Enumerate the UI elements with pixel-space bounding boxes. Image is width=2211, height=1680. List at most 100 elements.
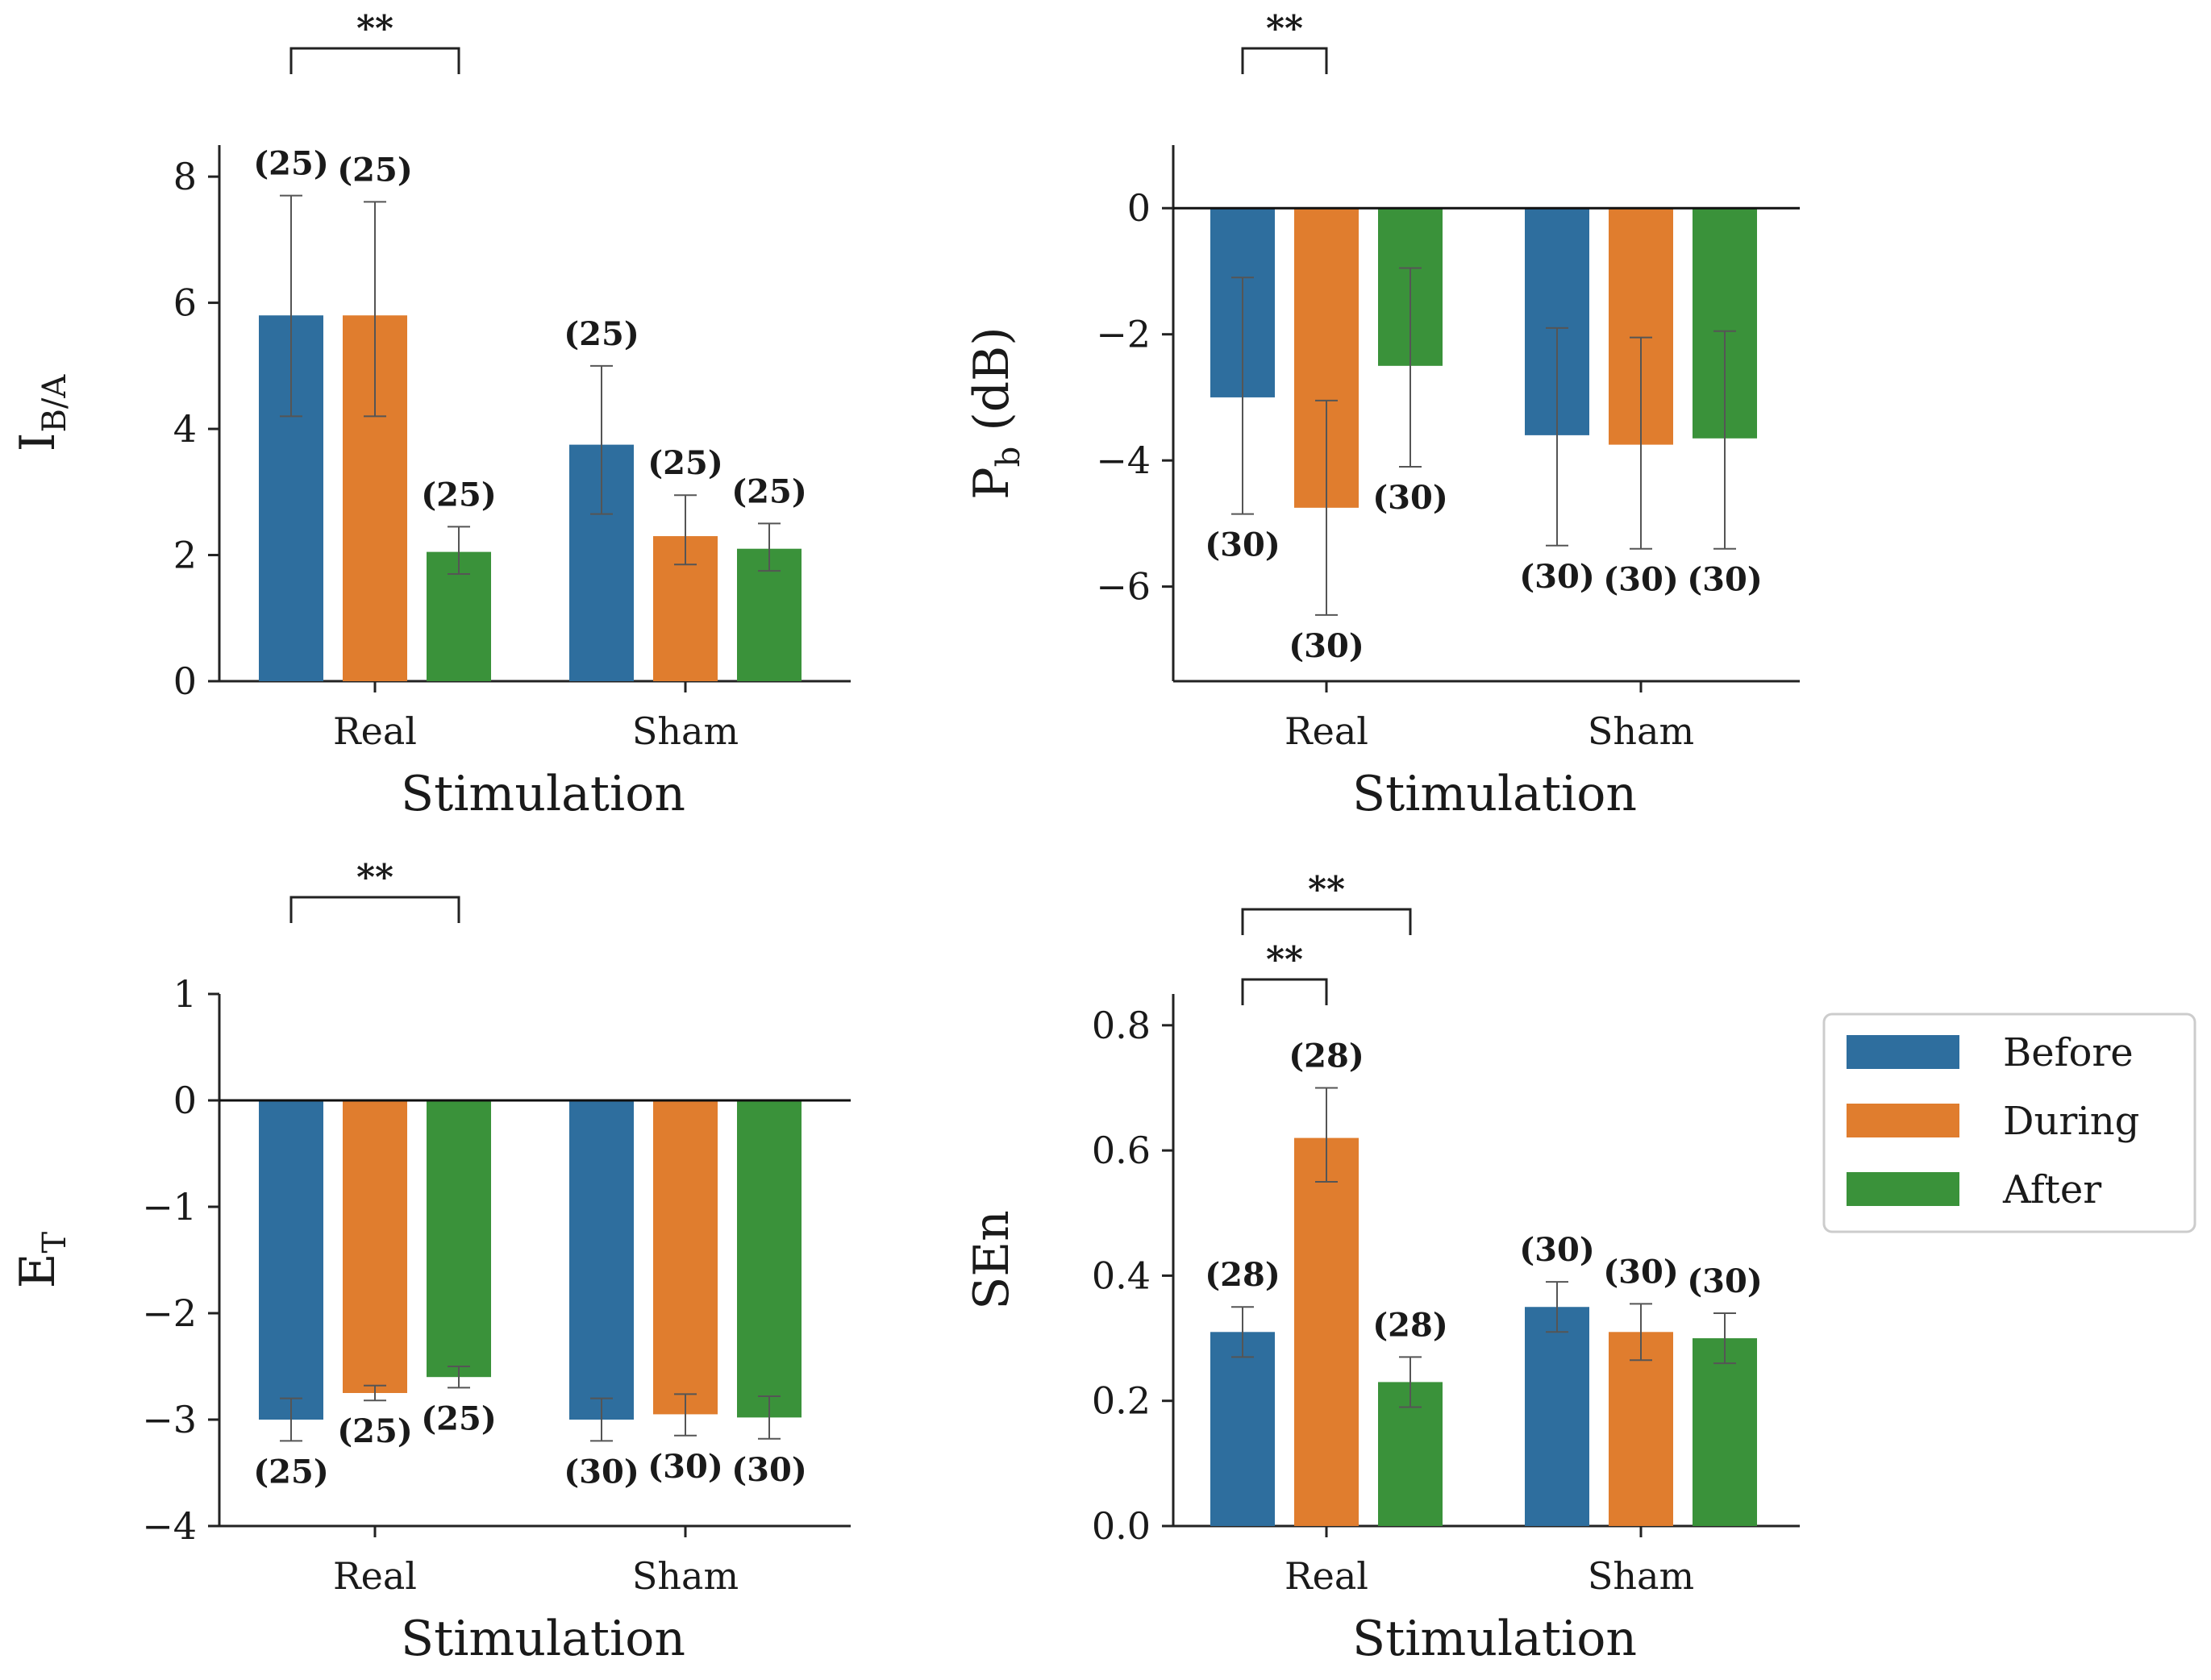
- x-axis-title: Stimulation: [401, 1611, 685, 1667]
- x-tick-label: Real: [1285, 709, 1368, 753]
- chart-panel-pb: 0−2−4−6(30)(30)(30)(30)(30)(30)Real ShamS…: [964, 8, 1800, 822]
- y-axis-title-main: I: [10, 433, 66, 452]
- legend-swatch-before: [1847, 1035, 1959, 1069]
- count-label: (28): [1289, 1037, 1364, 1075]
- bar-sham-during: [653, 1100, 718, 1415]
- count-label: (30): [1519, 1231, 1595, 1269]
- bar-real-before: [259, 1100, 323, 1420]
- y-tick-label: −2: [142, 1291, 197, 1335]
- count-label: (25): [253, 145, 329, 183]
- count-label: (30): [731, 1451, 807, 1489]
- y-tick-label: 0.4: [1092, 1254, 1151, 1297]
- significance-bracket: [1241, 908, 1412, 935]
- x-tick-label: Real: [333, 1554, 417, 1598]
- count-label: (25): [564, 315, 639, 353]
- chart-panel-sen: 0.0 0.2 0.4 0.6 0.8 (28) (30) (28) (30) (28) (30) R…: [964, 869, 1800, 1667]
- count-label: (30): [1372, 479, 1448, 517]
- y-tick-label: 0: [173, 659, 197, 703]
- y-tick-label: 0.6: [1092, 1129, 1151, 1172]
- significance-label: **: [356, 8, 393, 49]
- x-tick-label: Real: [1285, 1554, 1368, 1598]
- y-tick-label: 1: [173, 972, 197, 1016]
- bar-sham-after: [1693, 1338, 1757, 1526]
- y-tick-label: −3: [142, 1398, 197, 1441]
- y-axis-title: IB/A: [10, 374, 73, 452]
- count-label: (30): [564, 1453, 639, 1491]
- significance-bracket: [289, 47, 460, 74]
- bar-sham-before: [1525, 1307, 1589, 1526]
- y-tick-label: 0.2: [1092, 1379, 1151, 1423]
- x-tick-label: Real: [333, 709, 417, 753]
- x-axis-title: Stimulation: [1352, 1611, 1637, 1667]
- legend-label-after: After: [2002, 1167, 2101, 1212]
- legend: Before During After: [1822, 1013, 2196, 1233]
- count-label: (30): [1603, 561, 1679, 599]
- legend-swatch-after: [1847, 1172, 1959, 1206]
- count-label: (25): [337, 151, 413, 189]
- y-axis-title: SEn: [964, 1210, 1020, 1310]
- chart-panel-et: 1 0 −1 −2 −3 −4 (25) (30) (25) (30) (25) (30) Real Sh…: [10, 857, 851, 1667]
- y-axis-title-subscript: B/A: [36, 374, 73, 433]
- significance-bracket: [1241, 978, 1328, 1005]
- bar-real-during: [343, 1100, 407, 1393]
- significance-label: **: [1308, 869, 1345, 910]
- count-label: (30): [1519, 558, 1595, 596]
- y-tick-label: −2: [1096, 313, 1151, 356]
- bar-sham-during: [1609, 1332, 1673, 1526]
- count-label: (25): [253, 1453, 329, 1491]
- y-tick-label: −1: [142, 1185, 197, 1229]
- bar-real-after: [427, 1100, 491, 1378]
- y-axis-title: Pb (dB): [964, 326, 1027, 499]
- legend-label-during: During: [2003, 1099, 2139, 1144]
- count-label: (28): [1372, 1306, 1448, 1344]
- y-axis-title-suffix: (dB): [964, 326, 1020, 446]
- count-label: (30): [1205, 526, 1280, 564]
- y-tick-label: 0.0: [1092, 1504, 1151, 1548]
- bar-real-during: [1294, 1137, 1359, 1526]
- x-tick-label: Sham: [632, 709, 739, 753]
- count-label: (25): [647, 444, 723, 482]
- count-label: (30): [1603, 1253, 1679, 1291]
- y-axis-title-main: SEn: [964, 1210, 1020, 1310]
- y-axis-title: ET: [10, 1231, 73, 1288]
- x-tick-label: Sham: [1588, 709, 1694, 753]
- significance-label: **: [356, 857, 393, 898]
- x-tick-label: Sham: [1588, 1554, 1694, 1598]
- count-label: (25): [421, 1399, 497, 1437]
- y-tick-label: −4: [142, 1504, 197, 1548]
- y-tick-label: 2: [173, 534, 197, 577]
- y-tick-label: 6: [173, 281, 197, 325]
- y-tick-label: −4: [1096, 439, 1151, 482]
- count-label: (30): [1289, 627, 1364, 665]
- bar-sham-after: [737, 1100, 802, 1418]
- x-axis-title: Stimulation: [401, 766, 685, 822]
- count-label: (30): [1687, 561, 1763, 599]
- y-tick-label: 0: [173, 1079, 197, 1122]
- bar-sham-before: [569, 1100, 634, 1420]
- legend-label-before: Before: [2003, 1030, 2134, 1075]
- y-tick-label: 0.8: [1092, 1004, 1151, 1047]
- y-tick-label: 8: [173, 155, 197, 198]
- y-tick-label: 4: [173, 407, 197, 451]
- x-tick-label: Sham: [632, 1554, 739, 1598]
- y-axis-title-subscript: b: [990, 447, 1027, 468]
- y-axis-title-main: P: [964, 467, 1020, 499]
- x-axis-title: Stimulation: [1352, 766, 1637, 822]
- y-tick-label: −6: [1096, 565, 1151, 609]
- bar-real-before: [1210, 1332, 1275, 1526]
- count-label: (30): [647, 1448, 723, 1486]
- significance-bracket: [289, 896, 460, 923]
- legend-swatch-during: [1847, 1104, 1959, 1137]
- significance-bracket: [1241, 47, 1328, 74]
- count-label: (30): [1687, 1262, 1763, 1300]
- count-label: (25): [337, 1412, 413, 1450]
- count-label: (28): [1205, 1256, 1280, 1294]
- count-label: (25): [421, 476, 497, 514]
- significance-label: **: [1266, 8, 1303, 49]
- y-axis-title-subscript: T: [36, 1231, 73, 1253]
- significance-label: **: [1266, 939, 1303, 980]
- y-axis-title-main: E: [10, 1253, 66, 1288]
- y-tick-label: 0: [1127, 186, 1151, 230]
